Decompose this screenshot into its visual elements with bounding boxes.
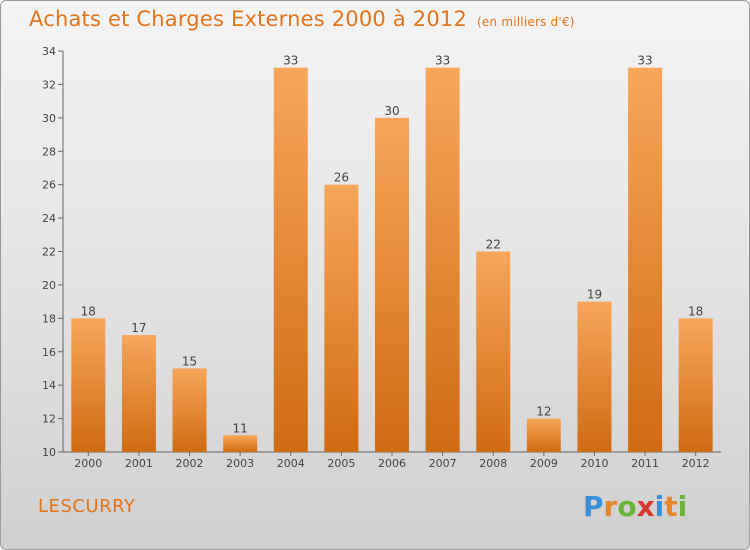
x-tick-label-2007: 2007 [429,457,457,470]
chart-title: Achats et Charges Externes 2000 à 2012 (e… [29,7,575,31]
data-label-2003: 11 [233,421,248,435]
title-unit: (en milliers d'€) [477,15,575,29]
bar-2007 [425,67,460,452]
x-tick-label-2010: 2010 [580,457,608,470]
data-label-2012: 18 [688,304,703,318]
bar-2003 [223,435,258,452]
y-tick-label: 30 [42,112,56,125]
x-tick-label-2000: 2000 [74,457,102,470]
y-tick-label: 16 [42,346,56,359]
bar-2012 [678,318,713,452]
data-label-2007: 33 [435,54,450,68]
x-tick-label-2005: 2005 [327,457,355,470]
y-tick-label: 26 [42,179,56,192]
bar-2000 [71,318,106,452]
x-tick-label-2004: 2004 [277,457,305,470]
data-label-2005: 26 [334,171,349,185]
y-tick-label: 12 [42,413,56,426]
data-label-2011: 33 [637,54,652,68]
commune-name: LESCURRY [38,496,136,517]
proxiti-logo[interactable]: Proxiti [581,487,691,523]
bar-2011 [628,67,663,452]
data-label-2008: 22 [486,238,501,252]
bar-2002 [172,368,207,452]
x-tick-label-2011: 2011 [631,457,659,470]
x-tick-label-2002: 2002 [176,457,204,470]
y-tick-label: 22 [42,246,56,259]
y-tick-label: 34 [42,45,56,58]
data-label-2006: 30 [384,104,399,118]
data-label-2010: 19 [587,288,602,302]
data-label-2002: 15 [182,354,197,368]
data-label-2000: 18 [81,304,96,318]
bar-2010 [577,301,612,452]
title-text: Achats et Charges Externes 2000 à 2012 [29,7,468,31]
y-tick-label: 28 [42,145,56,158]
bar-2005 [324,184,359,452]
bar-2009 [526,418,561,452]
x-tick-label-2003: 2003 [226,457,254,470]
y-tick-label: 20 [42,279,56,292]
y-tick-label: 10 [42,446,56,459]
data-label-2001: 17 [131,321,146,335]
x-tick-label-2009: 2009 [530,457,558,470]
data-label-2004: 33 [283,54,298,68]
svg-text:Proxiti: Proxiti [583,490,687,523]
x-tick-label-2001: 2001 [125,457,153,470]
y-tick-label: 32 [42,78,56,91]
bar-2004 [273,67,308,452]
x-tick-label-2008: 2008 [479,457,507,470]
bar-2006 [375,117,409,452]
bar-2008 [476,251,511,452]
data-label-2009: 12 [536,405,551,419]
x-tick-label-2012: 2012 [682,457,710,470]
bar-2001 [121,335,156,452]
y-tick-label: 24 [42,212,56,225]
y-tick-label: 18 [42,312,56,325]
x-tick-label-2006: 2006 [378,457,406,470]
y-tick-label: 14 [42,379,56,392]
